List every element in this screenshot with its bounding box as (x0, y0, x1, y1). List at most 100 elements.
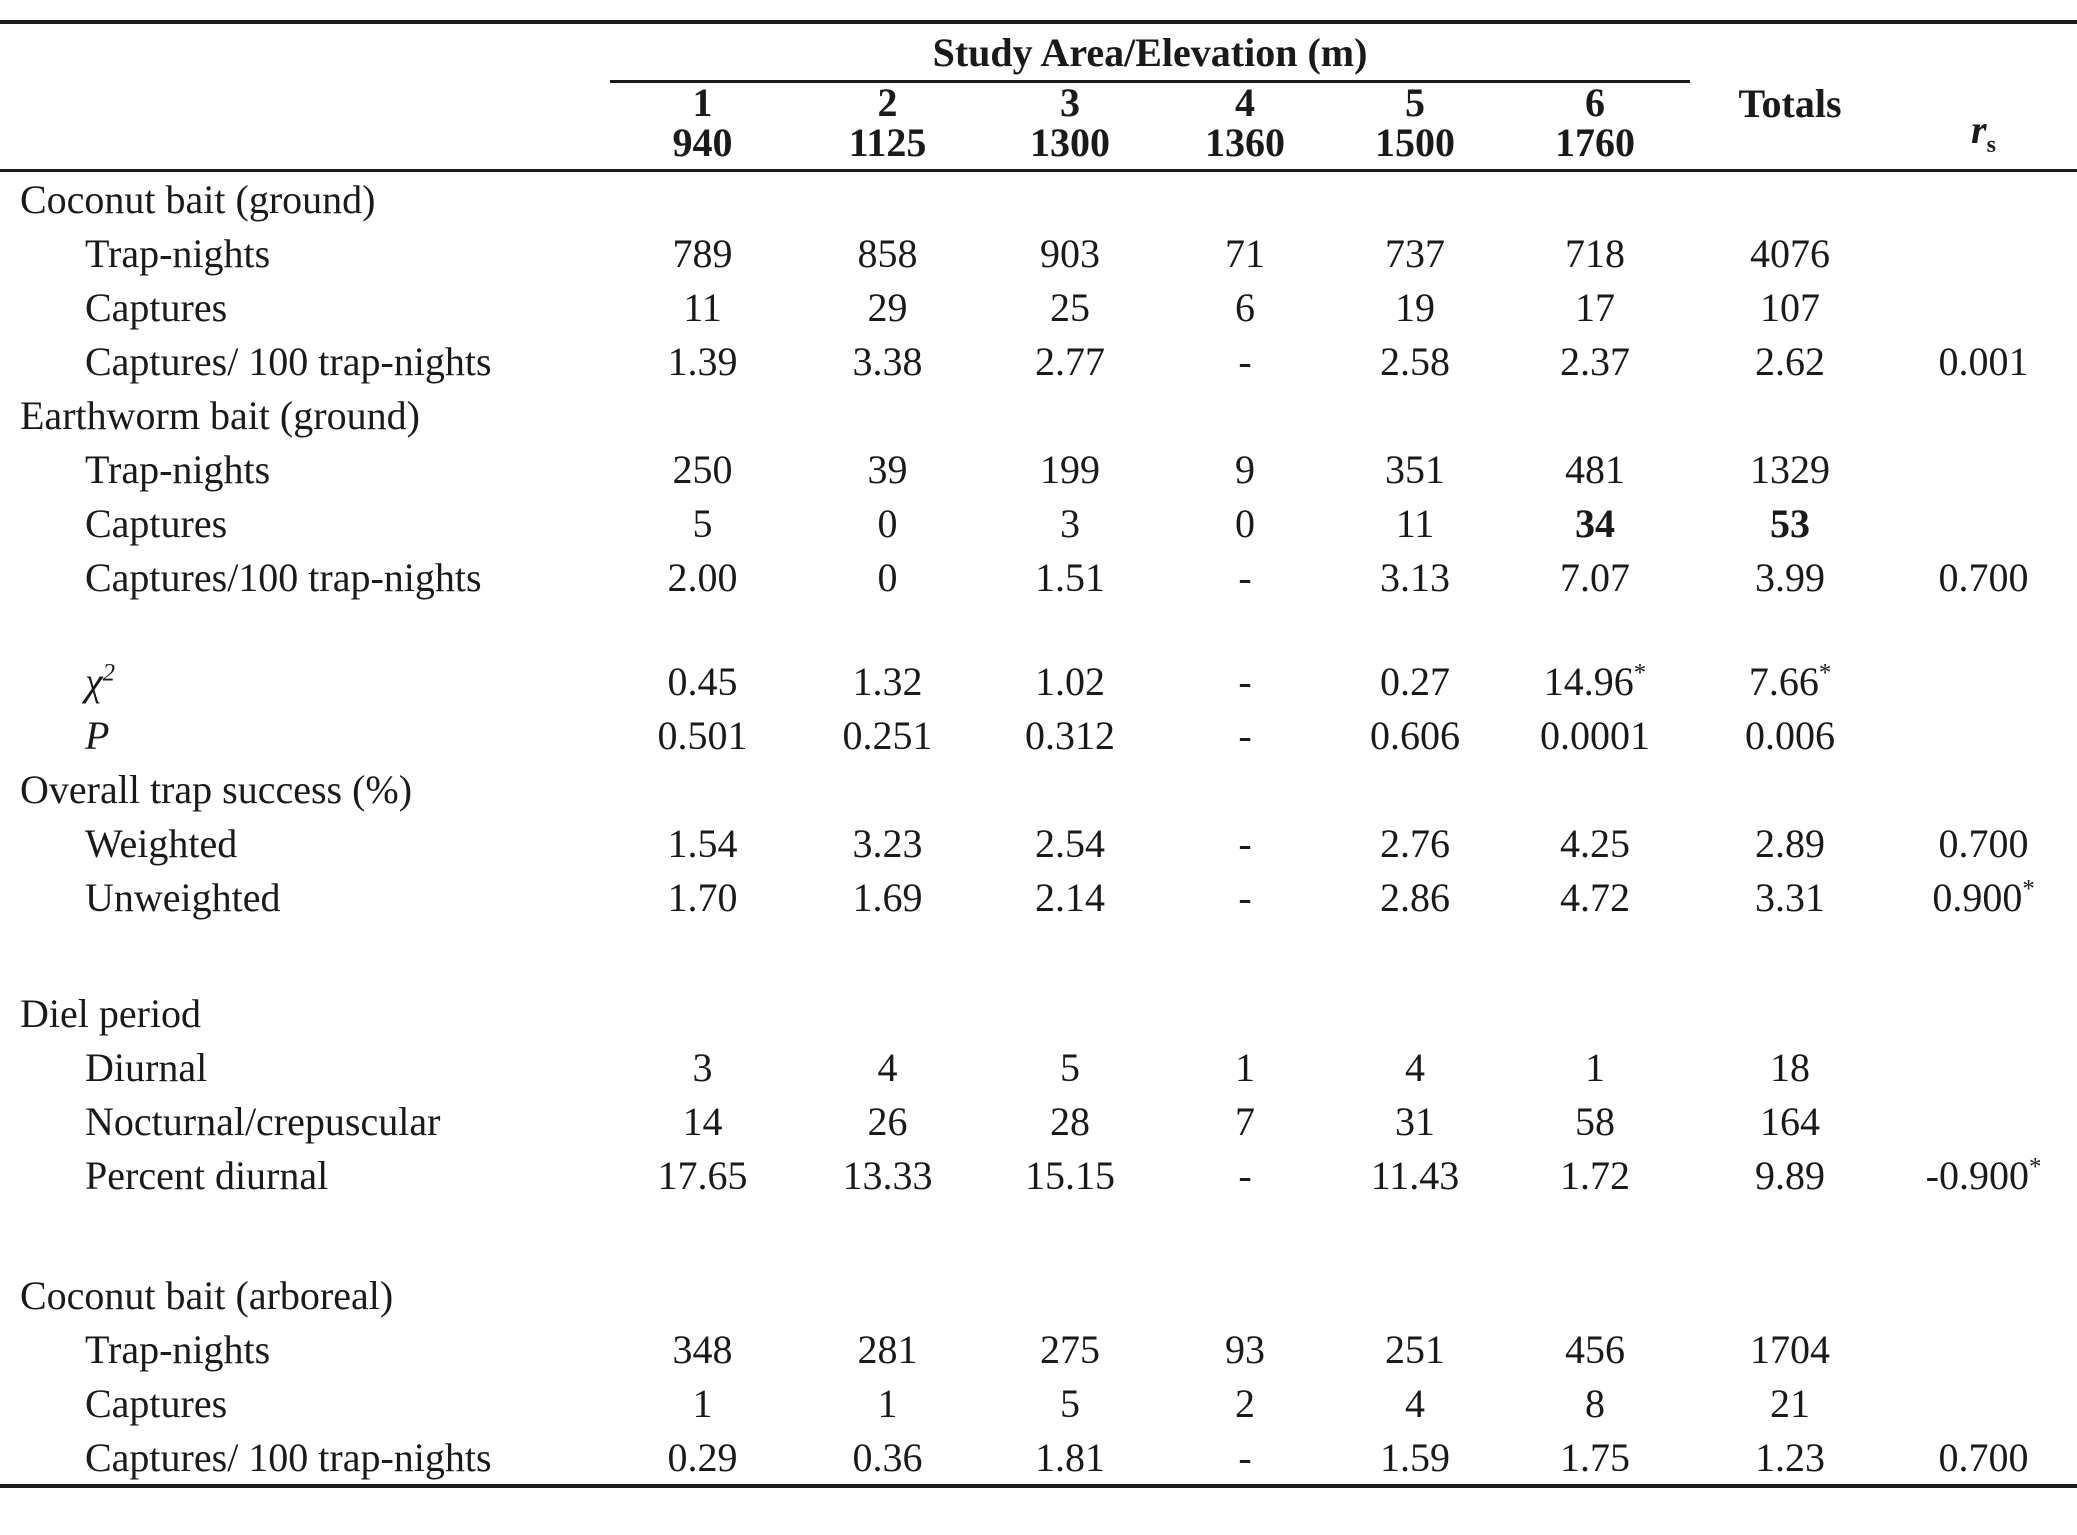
cell-value: 4 (1405, 1044, 1425, 1090)
cell-value: 348 (672, 1326, 733, 1372)
cell-value: -0.900* (1925, 1152, 2042, 1198)
row-label: χ2 (85, 658, 116, 704)
cell-value (1890, 654, 2077, 708)
cell-value: 28 (1050, 1098, 1090, 1144)
cell-value: 0.29 (667, 1434, 738, 1480)
cell-value: 281 (857, 1326, 918, 1372)
significance-asterisk: * (2028, 1153, 2042, 1181)
cell-value: 9 (1235, 446, 1255, 492)
cell-value: 275 (1040, 1326, 1100, 1372)
gap-cell (0, 1202, 2077, 1268)
cell-value: 17.65 (657, 1152, 748, 1198)
cell-value: 5 (692, 500, 713, 546)
row-label: Captures/100 trap-nights (85, 554, 482, 600)
cell-value (1890, 1376, 2077, 1430)
row-label: Trap-nights (85, 1326, 271, 1372)
section-header: Overall trap success (%) (20, 766, 413, 812)
cell-value: 7 (1235, 1098, 1255, 1144)
significance-asterisk: * (1818, 659, 1832, 687)
cell-value: - (1238, 554, 1252, 600)
cell-value: 456 (1565, 1326, 1625, 1372)
cell-value: 29 (867, 284, 908, 330)
cell-value: 2.37 (1560, 338, 1630, 384)
cell-value: 14 (682, 1098, 723, 1144)
cell-value: 3.38 (852, 338, 923, 384)
cell-value: 71 (1225, 230, 1265, 276)
cell-value: 1329 (1750, 446, 1831, 492)
elevation-value: 1760 (1500, 123, 1691, 172)
cell-value: 18 (1770, 1044, 1811, 1090)
table-body: Coconut bait (ground) Trap-nights 789 858 90… (0, 171, 2077, 1487)
area-number: 4 (1235, 80, 1255, 125)
cell-value: 3 (692, 1044, 713, 1090)
cell-value: 903 (1040, 230, 1100, 276)
row-label: Percent diurnal (85, 1152, 329, 1198)
cell-value: 789 (672, 230, 733, 276)
cell-value: 3.13 (1380, 554, 1450, 600)
cell-value: 17 (1575, 284, 1615, 330)
table-row: Diurnal 3 4 5 1 4 1 18 (0, 1040, 2077, 1094)
cell-value: 107 (1760, 284, 1821, 330)
cell-value: - (1238, 712, 1252, 758)
cell-value: 2.54 (1035, 820, 1105, 866)
rs-subscript: s (1986, 132, 1996, 158)
spanner-row: Study Area/Elevation (m) Totals rs (0, 22, 2077, 172)
row-label: Weighted (85, 820, 238, 866)
area-number: 6 (1585, 80, 1605, 125)
cell-value (1890, 496, 2077, 550)
cell-value: 1704 (1750, 1326, 1831, 1372)
cell-value: 1.02 (1035, 658, 1105, 704)
cell-value: 2 (1235, 1380, 1255, 1426)
cell-value: - (1238, 1434, 1252, 1480)
spanner-label: Study Area/Elevation (m) (610, 22, 1691, 83)
cell-value: 34 (1575, 500, 1615, 546)
section-header: Diel period (20, 990, 202, 1036)
area-number: 2 (877, 80, 898, 125)
cell-value: 11 (683, 284, 722, 330)
cell-value: 0.606 (1370, 712, 1460, 758)
section-gap (0, 604, 2077, 654)
section-header-row: Coconut bait (arboreal) (0, 1268, 2077, 1322)
cell-value: 58 (1575, 1098, 1615, 1144)
cell-value: 3 (1060, 500, 1080, 546)
cell-value: 5 (1060, 1380, 1080, 1426)
section-header: Coconut bait (ground) (20, 176, 376, 222)
cell-value: 2.77 (1035, 338, 1105, 384)
cell-value: 0.700 (1938, 820, 2029, 866)
cell-value: 93 (1225, 1326, 1265, 1372)
elevation-value: 1360 (1160, 123, 1330, 172)
cell-value: 0.36 (852, 1434, 923, 1480)
cell-value: 31 (1395, 1098, 1435, 1144)
section-gap (0, 1202, 2077, 1268)
cell-value: 7.07 (1560, 554, 1630, 600)
cell-value: 2.58 (1380, 338, 1450, 384)
cell-value: 251 (1385, 1326, 1445, 1372)
cell-value: 1.75 (1560, 1434, 1630, 1480)
cell-value: 25 (1050, 284, 1090, 330)
cell-value: 3.99 (1755, 554, 1826, 600)
table-row: Trap-nights 789 858 903 71 737 718 4076 (0, 226, 2077, 280)
section-header-row: Diel period (0, 986, 2077, 1040)
cell-value: 1.70 (667, 874, 738, 920)
cell-value: 0 (1235, 500, 1255, 546)
row-label: Captures (85, 1380, 228, 1426)
section-header-row: Coconut bait (ground) (0, 171, 2077, 227)
cell-value: 13.33 (842, 1152, 933, 1198)
cell-value (1890, 1094, 2077, 1148)
totals-column-header: Totals (1690, 22, 1891, 172)
rs-column-header: rs (1890, 22, 2077, 172)
cell-value: 5 (1060, 1044, 1080, 1090)
cell-value: 481 (1565, 446, 1625, 492)
table-row: P 0.501 0.251 0.312 - 0.606 0.0001 0.006 (0, 708, 2077, 762)
cell-value: 1.39 (667, 338, 738, 384)
cell-value: 2.86 (1380, 874, 1450, 920)
cell-value: - (1238, 1152, 1252, 1198)
cell-value: 1 (1585, 1044, 1605, 1090)
cell-value: 0.006 (1745, 712, 1836, 758)
cell-value: 737 (1385, 230, 1445, 276)
cell-value: 199 (1040, 446, 1100, 492)
area-number: 5 (1405, 80, 1425, 125)
table-row: Trap-nights 348 281 275 93 251 456 1704 (0, 1322, 2077, 1376)
table-row: Captures 5 0 3 0 11 34 53 (0, 496, 2077, 550)
cell-value (1890, 280, 2077, 334)
